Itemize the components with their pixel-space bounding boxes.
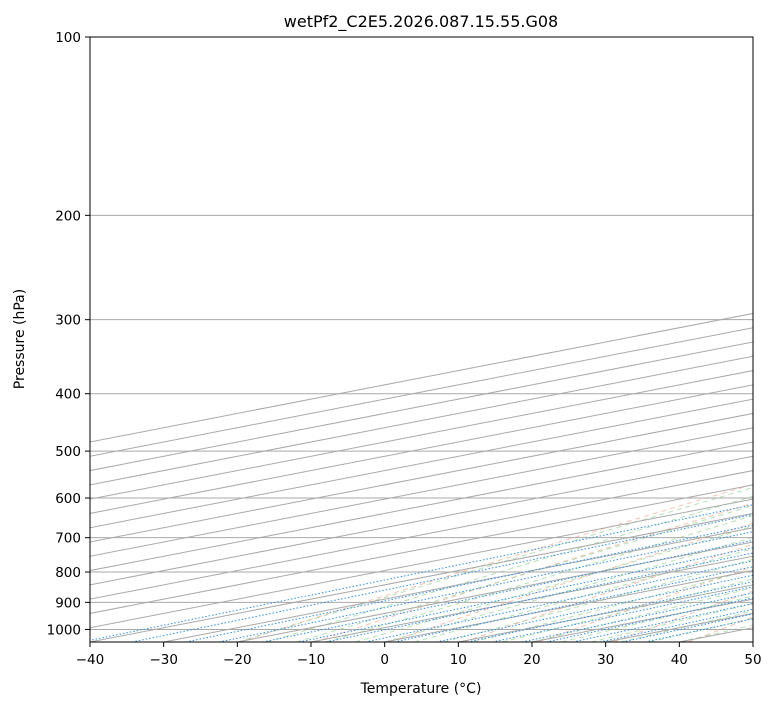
y-tick-label: 600 [55, 491, 81, 507]
y-tick-label: 200 [55, 208, 81, 224]
mixing-ratio-line [572, 602, 753, 642]
isotherm-line [90, 312, 753, 443]
isotherm-line [90, 498, 753, 629]
dry-adiabat [239, 483, 753, 642]
moist-adiabat [296, 505, 753, 642]
mixing-ratio-line [325, 552, 753, 642]
x-tick-label: 40 [671, 652, 688, 668]
moist-adiabat [472, 569, 753, 642]
moist-adiabat [237, 487, 753, 642]
plot-frame [89, 36, 754, 643]
isotherm-line [163, 527, 753, 642]
isotherm-line [90, 512, 753, 642]
isotherm-line [90, 455, 753, 586]
mixing-ratio-line [185, 524, 753, 642]
moist-adiabat [561, 595, 753, 642]
x-tick-label: −20 [223, 652, 252, 668]
mixing-ratio-line [90, 504, 753, 641]
isotherm-line [90, 441, 753, 572]
x-tick-label: 50 [744, 652, 761, 668]
y-tick-label: 1000 [47, 622, 81, 638]
y-tick-label: 700 [55, 531, 81, 547]
x-tick-label: 30 [597, 652, 614, 668]
mixing-ratio-line [365, 560, 753, 642]
mixing-ratio-line [546, 597, 753, 642]
y-tick-label: 500 [55, 444, 81, 460]
isotherm-line [90, 470, 753, 600]
y-axis-label: Pressure (hPa) [12, 289, 28, 389]
x-tick-label: 10 [450, 652, 467, 668]
mixing-ratio-line [521, 592, 753, 642]
x-tick-label: −10 [297, 652, 326, 668]
y-tick-label: 100 [55, 30, 81, 46]
isotherm-line [90, 327, 753, 457]
y-tick-label: 800 [55, 565, 81, 581]
x-tick-label: 20 [523, 652, 540, 668]
x-tick-label: −30 [149, 652, 178, 668]
axis-ticks: −40 −30 −20 −10 0 10 20 30 40 50 100 200 300 400 500 60… [47, 30, 762, 668]
chart-title: wetPf2_C2E5.2026.087.15.55.G08 [284, 12, 558, 32]
mixing-ratio-line [299, 547, 753, 642]
isotherm-line [90, 412, 753, 543]
x-tick-label: −40 [76, 652, 105, 668]
moist-adiabat [413, 548, 753, 642]
y-tick-label: 300 [55, 313, 81, 329]
x-tick-label: 0 [380, 652, 389, 668]
y-tick-label: 900 [55, 595, 81, 611]
isotherm-line [90, 484, 753, 614]
background-lines [90, 37, 753, 642]
isotherm-line [90, 427, 753, 557]
moist-adiabat [325, 515, 753, 642]
y-tick-label: 400 [55, 387, 81, 403]
x-axis-label: Temperature (°C) [360, 681, 482, 697]
